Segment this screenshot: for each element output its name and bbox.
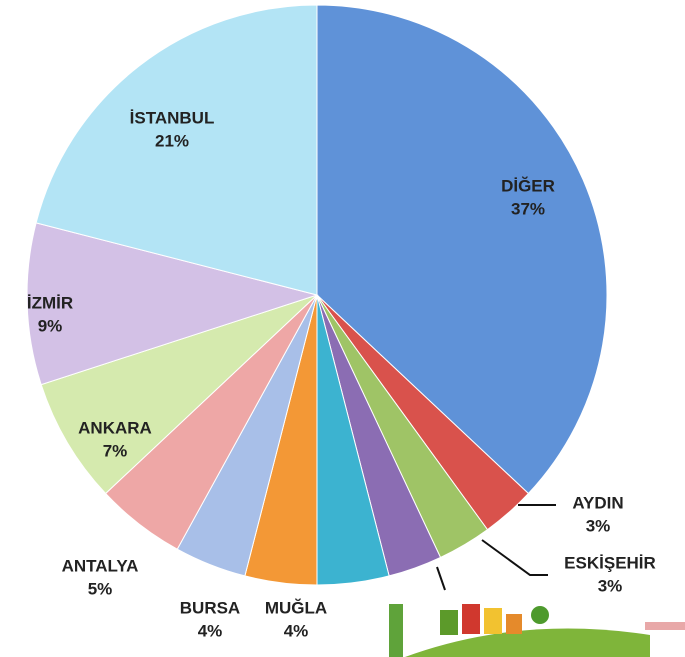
slice-label: ESKİŞEHİR — [564, 553, 656, 572]
slice-label: AYDIN — [572, 493, 623, 512]
logo — [645, 622, 685, 630]
logo — [484, 608, 502, 634]
logo — [531, 606, 549, 624]
leader-line — [437, 567, 445, 590]
value-label: 7% — [103, 441, 128, 460]
slice-label: MUĞLA — [265, 598, 327, 617]
value-label: 3% — [586, 516, 611, 535]
slice-label: İZMİR — [27, 293, 73, 312]
value-label: 5% — [88, 579, 113, 598]
pie — [27, 5, 607, 585]
value-label: 9% — [38, 316, 63, 335]
logo — [389, 604, 403, 657]
value-label: 4% — [198, 621, 223, 640]
value-label: 21% — [155, 131, 189, 150]
value-label: 37% — [511, 199, 545, 218]
slice-label: ANKARA — [78, 418, 152, 437]
slice-label: İSTANBUL — [130, 108, 215, 127]
logo — [506, 614, 522, 634]
leader-line — [482, 540, 548, 575]
chart: DİĞER 37% AYDIN 3% ESKİŞEHİR 3% MUĞLA 4% BURSA 4%… — [0, 0, 685, 657]
logo — [440, 610, 458, 635]
value-label: 4% — [284, 621, 309, 640]
value-label: 3% — [598, 576, 623, 595]
slice-label: ANTALYA — [62, 556, 139, 575]
slice-label: DİĞER — [501, 176, 555, 195]
slice-label: BURSA — [180, 598, 240, 617]
logo — [462, 604, 480, 634]
